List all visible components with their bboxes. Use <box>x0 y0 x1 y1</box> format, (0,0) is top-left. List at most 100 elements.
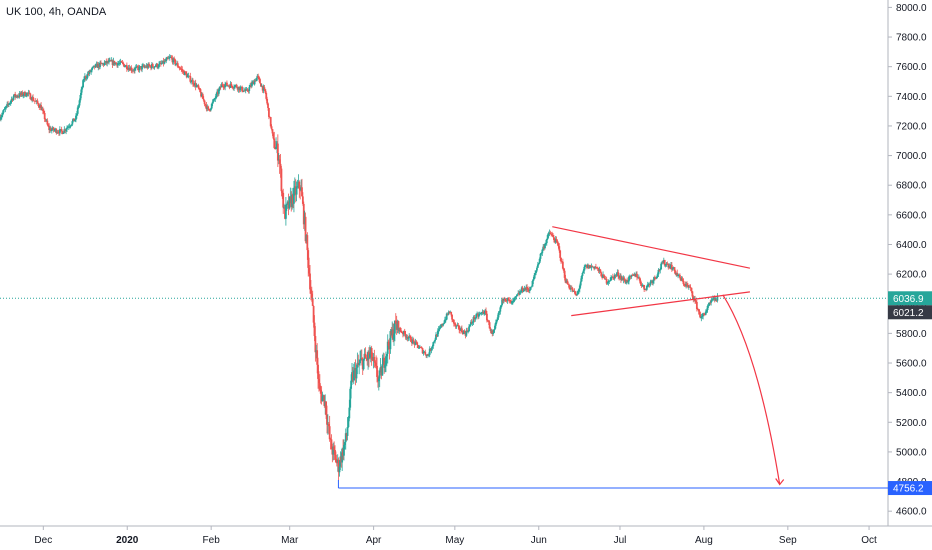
candle-body <box>465 330 468 336</box>
candle-body <box>556 241 559 244</box>
candle-body <box>707 305 710 307</box>
candle <box>99 60 101 70</box>
candle-body <box>494 325 496 330</box>
candle-body <box>298 181 301 189</box>
candle-body <box>218 86 221 90</box>
candle-body <box>676 272 679 276</box>
candle <box>447 310 450 316</box>
candle-body <box>3 109 6 110</box>
y-tick-label: 5200.0 <box>896 418 927 429</box>
candle-body <box>198 87 201 89</box>
candle <box>677 273 680 279</box>
y-tick-label: 7200.0 <box>896 121 927 132</box>
candle-body <box>88 70 91 74</box>
candle-body <box>664 264 667 266</box>
candle-body <box>472 317 475 323</box>
candle-body <box>407 337 410 339</box>
candle-body <box>385 353 388 357</box>
candle <box>314 326 317 362</box>
candle-body <box>437 329 440 331</box>
candle-body <box>434 339 436 342</box>
candle-body <box>493 329 495 333</box>
candle-body <box>43 112 46 120</box>
candle-body <box>578 285 581 290</box>
candle-body <box>577 291 579 294</box>
candle-body <box>259 83 262 87</box>
candle-body <box>516 294 519 296</box>
candle-body <box>313 322 316 337</box>
candle <box>352 363 355 385</box>
candle-body <box>492 332 495 334</box>
candle-body <box>197 85 200 88</box>
candle-body <box>87 73 90 75</box>
candle-body <box>209 108 212 111</box>
candle-body <box>417 344 420 349</box>
candle-body <box>551 234 554 236</box>
candle-body <box>508 299 511 301</box>
candle-body <box>443 322 445 324</box>
candle-body <box>5 105 8 108</box>
candle <box>489 326 492 334</box>
candle-body <box>12 96 15 101</box>
candle-body <box>241 86 244 92</box>
candle <box>495 319 498 325</box>
candle-body <box>454 324 457 327</box>
price-tag-bg <box>888 481 932 496</box>
candle-body <box>189 76 192 82</box>
candle-body <box>428 348 431 355</box>
candle-body <box>4 107 7 110</box>
candle-body <box>0 117 2 120</box>
candle-body <box>530 286 533 288</box>
candle <box>442 323 445 327</box>
candle-body <box>174 59 177 65</box>
candle-body <box>8 102 11 105</box>
candle-body <box>566 280 569 284</box>
candle-body <box>323 395 326 406</box>
candle-body <box>108 60 110 63</box>
candle-body <box>47 124 50 127</box>
candle-body <box>713 297 716 301</box>
candle-body <box>1 112 4 116</box>
candle-body <box>71 121 74 125</box>
candle-body <box>247 90 250 92</box>
candle-body <box>436 330 439 337</box>
candle-body <box>208 108 210 111</box>
candle-body <box>244 89 247 91</box>
candle-body <box>133 70 135 72</box>
candle <box>636 271 638 281</box>
candle <box>48 123 51 134</box>
candle <box>670 262 673 272</box>
candle-body <box>74 119 76 122</box>
candle <box>694 295 696 304</box>
candle-body <box>176 63 179 67</box>
candle <box>469 320 472 327</box>
candle-body <box>433 341 436 343</box>
candle-body <box>350 380 353 389</box>
candle-body <box>494 322 497 326</box>
candle-body <box>383 357 386 368</box>
candle-body <box>538 258 541 263</box>
drawings-layer[interactable] <box>0 226 888 489</box>
candle-body <box>115 62 118 64</box>
candle <box>317 357 319 389</box>
candle-body <box>355 367 358 379</box>
projection-arrow-curve <box>722 294 781 485</box>
candle-body <box>670 264 673 270</box>
candle <box>295 181 298 202</box>
candle-body <box>226 82 228 86</box>
candle-body <box>22 95 25 96</box>
candle-body <box>513 297 516 300</box>
candle-body <box>533 275 536 280</box>
candle-body <box>271 129 274 134</box>
candle <box>607 279 610 286</box>
candle-body <box>542 246 545 250</box>
candle-body <box>623 278 626 282</box>
candle-body <box>82 80 84 88</box>
candle-body <box>117 63 120 65</box>
candle-body <box>626 279 629 282</box>
candle-body <box>14 94 17 97</box>
candle <box>640 281 643 288</box>
x-tick-label: Mar <box>281 535 299 546</box>
